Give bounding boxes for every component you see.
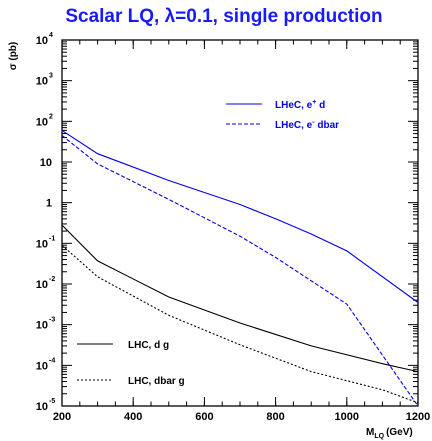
y-axis-label: σ (pb) — [8, 42, 19, 71]
y-tick-base: 10 — [40, 157, 52, 169]
plot-frame — [61, 39, 419, 407]
x-axis-ticks: 200 400 600 800 1000 1200 — [53, 40, 430, 423]
legend-label-1: LHeC, e+ d — [275, 99, 325, 111]
legend-label-sup: - — [312, 119, 315, 126]
x-axis-label: MLQ (GeV) — [366, 427, 413, 440]
legend-label-2: LHeC, e- dbar — [275, 119, 339, 131]
y-tick-label: 10 — [36, 320, 48, 332]
y-tick-base: 10 — [36, 116, 48, 128]
y-tick-exponent: 2 — [49, 113, 53, 120]
y-tick-label: 1 — [46, 198, 52, 210]
y-tick-base: 1 — [46, 198, 52, 210]
series-line-3 — [61, 224, 419, 373]
y-tick-exponent: 3 — [49, 73, 53, 80]
x-tick-label: 400 — [124, 411, 142, 423]
y-tick-base: 10 — [36, 320, 48, 332]
x-tick-label: 600 — [195, 411, 213, 423]
y-tick-exponent: -2 — [49, 276, 55, 283]
y-tick-label: 10 — [36, 401, 48, 413]
x-tick-label: 1000 — [335, 411, 359, 423]
y-tick-label: 10 — [36, 279, 48, 291]
x-axis-label-main: M — [366, 427, 374, 438]
y-tick-exponent: -4 — [49, 357, 55, 364]
y-tick-base: 10 — [36, 76, 48, 88]
x-tick-label: 1200 — [406, 411, 430, 423]
x-axis-label-unit: (GeV) — [386, 427, 413, 438]
y-tick-exponent: -1 — [49, 235, 55, 242]
y-tick-base: 10 — [36, 279, 48, 291]
legend-label-main: LHeC, e — [275, 100, 313, 111]
y-tick-label: 10 — [40, 157, 52, 169]
legend-label-main: LHC, d g — [128, 340, 169, 351]
legend-label-main: LHeC, e — [275, 120, 313, 131]
legend-label-4: LHC, dbar g — [128, 376, 185, 387]
chart-title: Scalar LQ, λ=0.1, single production — [65, 6, 382, 27]
y-tick-label: 10 — [36, 35, 48, 47]
series-line-4 — [61, 244, 419, 404]
legend-label-3: LHC, d g — [128, 340, 169, 351]
x-tick-label: 800 — [266, 411, 284, 423]
series-line-2 — [61, 134, 419, 407]
series-lines — [61, 129, 419, 407]
x-tick-label: 200 — [53, 411, 71, 423]
y-tick-base: 10 — [36, 401, 48, 413]
y-tick-exponent: -3 — [49, 317, 55, 324]
y-tick-label: 10 — [36, 238, 48, 250]
x-axis-label-sub: LQ — [374, 433, 384, 440]
y-tick-exponent: 4 — [49, 32, 53, 39]
legend-label-sup: + — [312, 99, 316, 106]
y-tick-base: 10 — [36, 238, 48, 250]
y-tick-exponent: -5 — [49, 398, 55, 405]
series-line-1 — [61, 129, 419, 303]
legend-label-main: LHC, dbar g — [128, 376, 185, 387]
y-tick-label: 10 — [36, 76, 48, 88]
legend-label-tail: d — [316, 100, 325, 111]
minor-ticks — [61, 40, 419, 406]
y-tick-label: 10 — [36, 116, 48, 128]
legend-label-tail: dbar — [315, 120, 340, 131]
y-tick-base: 10 — [36, 35, 48, 47]
y-tick-label: 10 — [36, 360, 48, 372]
y-tick-base: 10 — [36, 360, 48, 372]
